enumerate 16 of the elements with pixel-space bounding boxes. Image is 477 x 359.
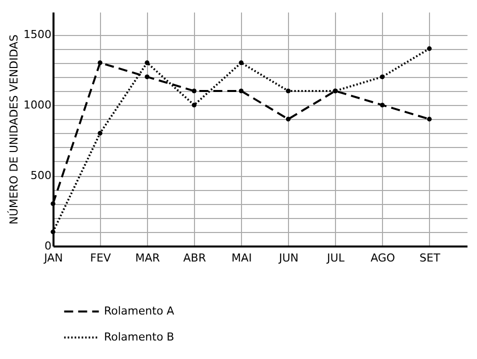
y-tick-label: 500 [30, 169, 52, 182]
legend-label: Rolamento B [104, 330, 174, 344]
y-tick-label: 1500 [24, 28, 52, 42]
x-tick-label: ABR [183, 252, 206, 264]
legend-label: Rolamento A [104, 304, 175, 318]
x-tick-label: FEV [90, 252, 112, 264]
x-tick-label: JAN [43, 252, 63, 264]
y-tick-label: 1000 [24, 98, 52, 112]
x-tick-label: JUL [326, 252, 346, 264]
x-tick-label: MAI [232, 252, 252, 264]
x-tick-label: MAR [135, 252, 160, 264]
x-tick-label: SET [420, 252, 440, 264]
y-tick-label: 0 [44, 240, 52, 252]
x-tick-label: AGO [370, 252, 396, 264]
y-axis-title: NÚMERO DE UNIDADES VENDIDAS [6, 34, 21, 224]
x-tick-label: JUN [278, 252, 298, 264]
